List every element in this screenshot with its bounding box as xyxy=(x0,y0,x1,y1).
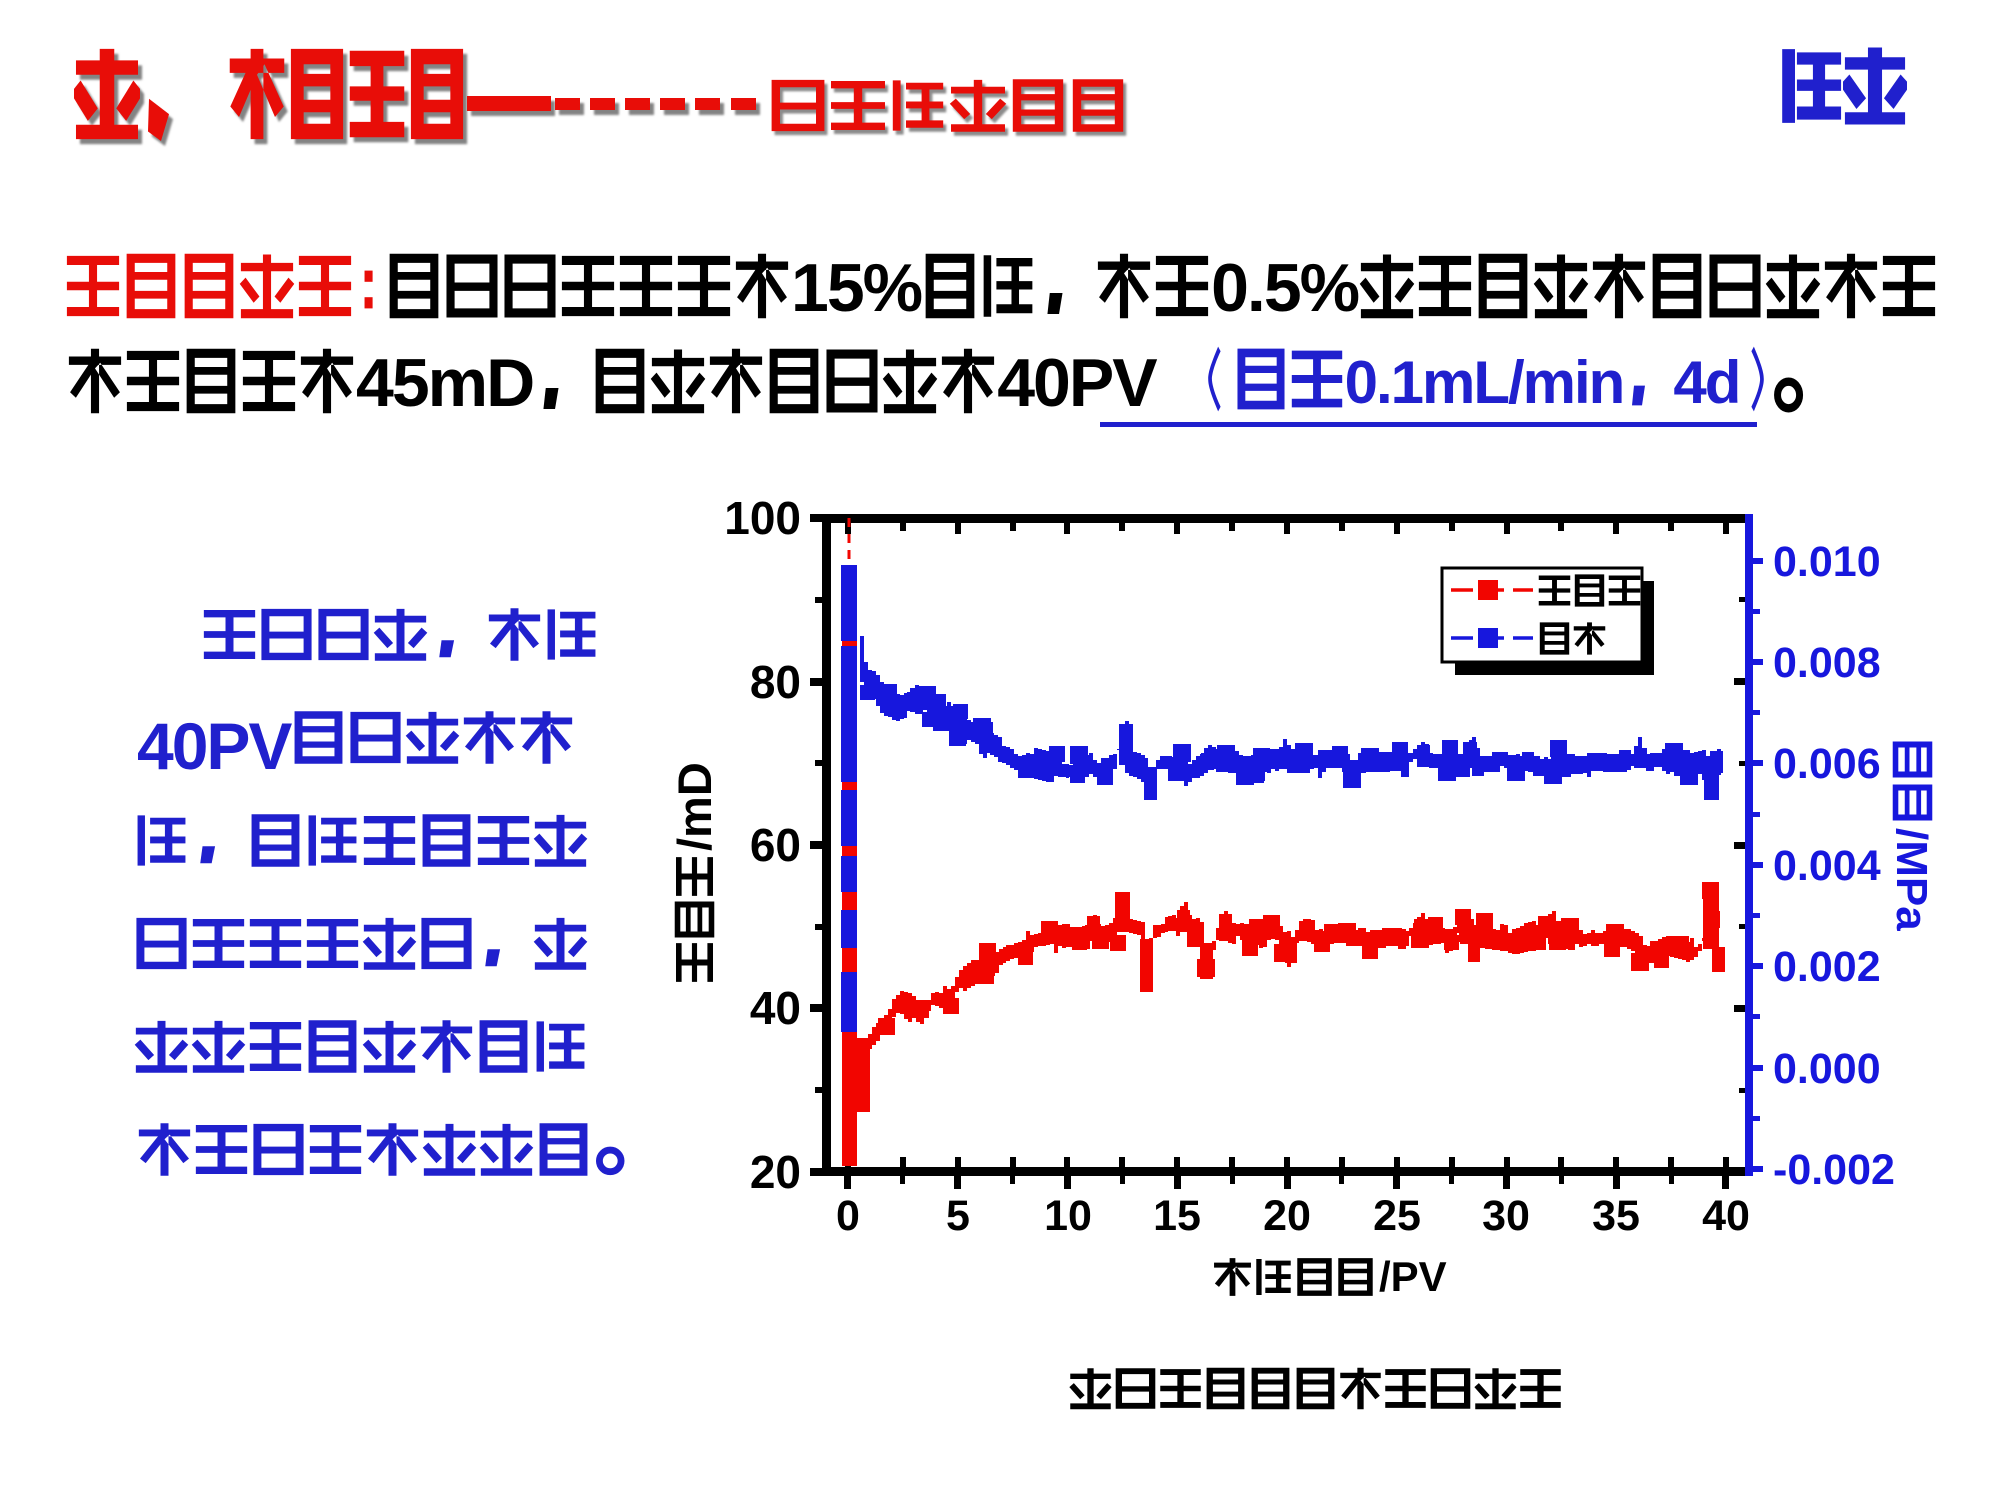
svg-text:30: 30 xyxy=(1482,1192,1530,1240)
svg-text:/PV: /PV xyxy=(1379,1253,1447,1300)
svg-text:35: 35 xyxy=(1592,1192,1640,1240)
svg-text:0.002: 0.002 xyxy=(1773,943,1881,991)
svg-text:/MPa: /MPa xyxy=(1887,828,1936,931)
svg-text:40: 40 xyxy=(750,982,801,1034)
svg-text:0.004: 0.004 xyxy=(1773,842,1881,890)
svg-text:0: 0 xyxy=(836,1192,860,1240)
svg-text:0.008: 0.008 xyxy=(1773,639,1881,687)
svg-text:0.000: 0.000 xyxy=(1773,1045,1881,1093)
svg-text:25: 25 xyxy=(1373,1192,1421,1240)
svg-text:60: 60 xyxy=(750,819,801,871)
svg-text:100: 100 xyxy=(724,492,801,544)
svg-text:/mD: /mD xyxy=(668,762,721,851)
svg-text:-0.002: -0.002 xyxy=(1773,1146,1895,1194)
svg-text:10: 10 xyxy=(1044,1192,1092,1240)
svg-text:40: 40 xyxy=(1702,1192,1750,1240)
svg-text:5: 5 xyxy=(946,1192,970,1240)
svg-text:20: 20 xyxy=(1263,1192,1311,1240)
svg-text:0.006: 0.006 xyxy=(1773,740,1881,788)
svg-text:15: 15 xyxy=(1153,1192,1201,1240)
svg-text:80: 80 xyxy=(750,656,801,708)
svg-text:20: 20 xyxy=(750,1146,801,1198)
svg-text:0.010: 0.010 xyxy=(1773,538,1881,586)
